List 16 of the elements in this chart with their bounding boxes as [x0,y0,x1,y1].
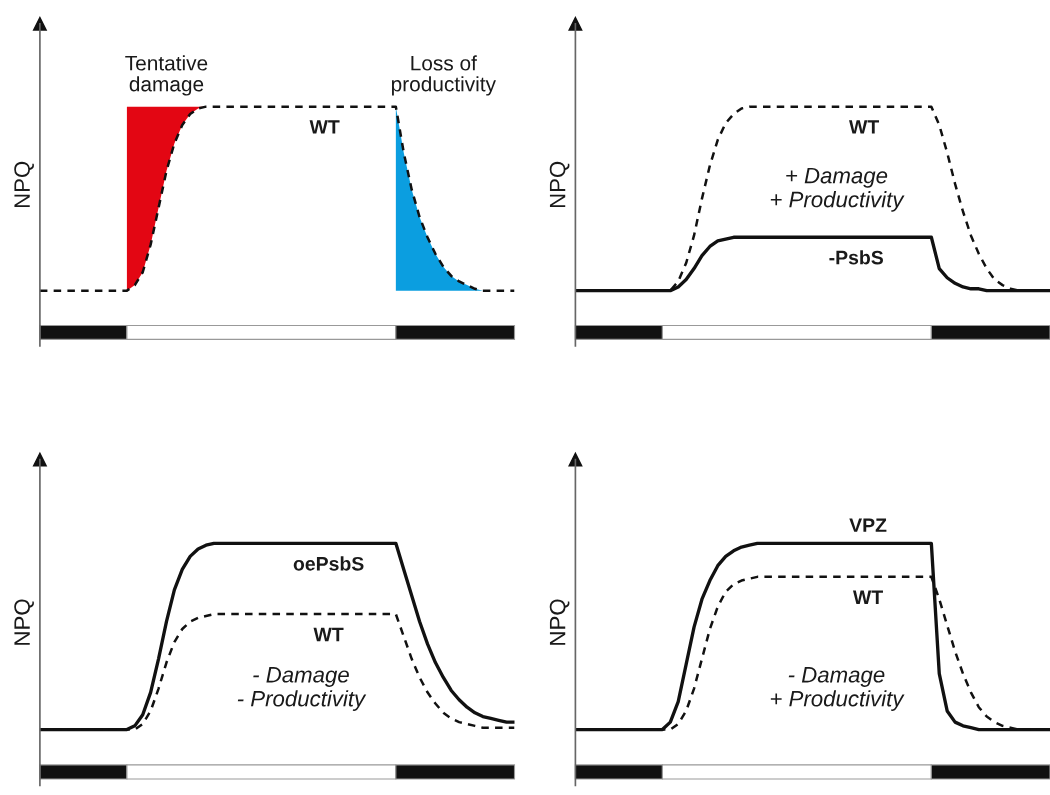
text: Loss of productivity [391,55,496,96]
y-axis-title: NPQ [549,599,570,645]
y-axis-title: NPQ [549,161,570,208]
text: Tentative damage [125,55,208,96]
annotation: + Damage + Productivity [770,167,905,212]
series-label: WT [849,120,880,134]
y-axis-title: NPQ [14,599,34,645]
series-label: WT [309,120,340,134]
series-label: VPZ [849,518,887,532]
series-label: oePsbS [293,556,364,571]
annotation: - Damage - Productivity [237,667,367,711]
annotation: - Damage + Productivity [770,667,905,711]
series-label: WT [313,627,344,642]
series-label: -PsbS [829,250,883,265]
series-label: WT [852,590,883,604]
y-axis-title: NPQ [14,161,34,208]
